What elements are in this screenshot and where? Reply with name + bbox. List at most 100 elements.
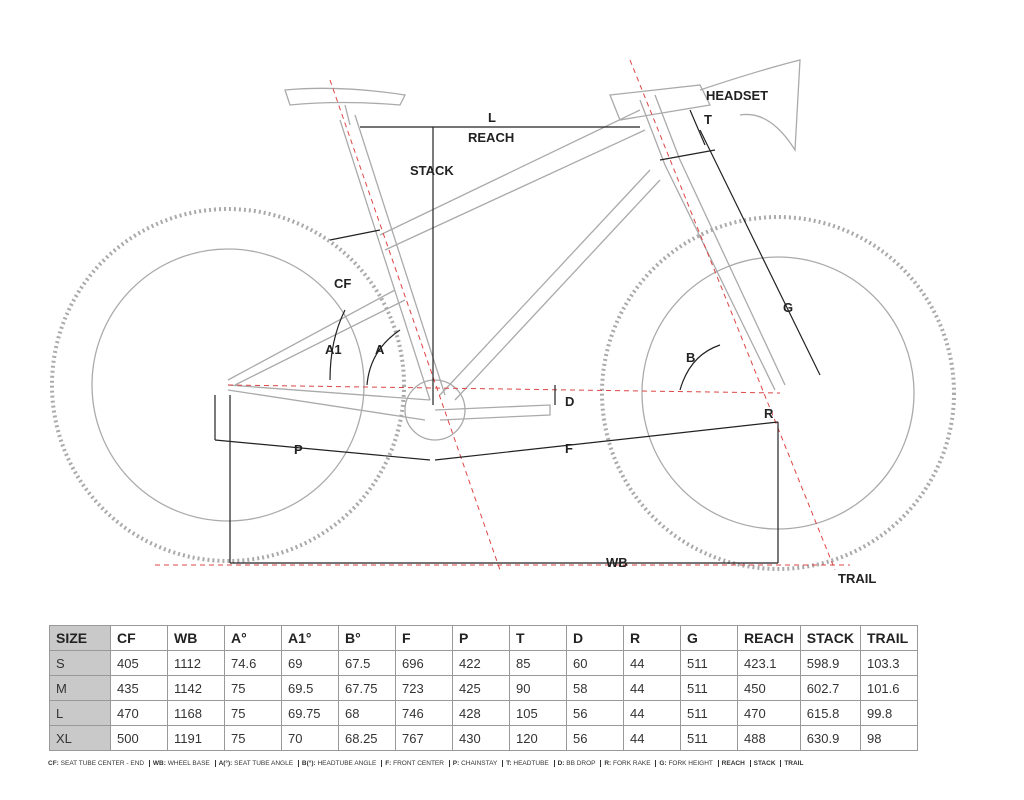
footnote-key: A(°): (218, 760, 233, 767)
header-cell: WB (167, 625, 225, 651)
bike-diagram: HEADSET L REACH T STACK CF A1 A B G D R … (50, 59, 956, 586)
table-cell: 746 (395, 700, 453, 726)
footnote-item: CF: SEAT TUBE CENTER - END (48, 760, 147, 767)
table-cell: 75 (224, 725, 282, 751)
table-cell: 70 (281, 725, 339, 751)
table-cell: 120 (509, 725, 567, 751)
table-cell: 435 (110, 675, 168, 701)
header-cell: SIZE (49, 625, 111, 651)
rear-tyre (50, 207, 406, 563)
table-cell: 69 (281, 650, 339, 676)
table-cell: 488 (737, 725, 801, 751)
label-a1: A1 (325, 342, 342, 357)
table-cell: 1142 (167, 675, 225, 701)
table-cell: 69.75 (281, 700, 339, 726)
table-cell: 511 (680, 700, 738, 726)
table-cell: 90 (509, 675, 567, 701)
table-cell: 44 (623, 650, 681, 676)
footnote-key: F: (385, 760, 392, 767)
table-cell: XL (49, 725, 111, 751)
table-cell: L (49, 700, 111, 726)
table-cell: 75 (224, 675, 282, 701)
dimensions (214, 109, 821, 564)
footnote-key: D: (557, 760, 565, 767)
table-cell: M (49, 675, 111, 701)
table-cell: 598.9 (799, 650, 861, 676)
footnote-desc: CHAINSTAY (461, 760, 498, 767)
footnote-key: B(°): (301, 760, 316, 767)
table-cell: 767 (395, 725, 453, 751)
frame-tubes (227, 59, 801, 421)
header-cell: TRAIL (859, 625, 918, 651)
footnote-item: P: CHAINSTAY (448, 760, 501, 767)
label-l: L (488, 110, 496, 125)
header-cell: D (566, 625, 624, 651)
label-headset: HEADSET (706, 88, 768, 103)
footnote-key: STACK (753, 760, 776, 767)
table-cell: 602.7 (799, 675, 861, 701)
header-cell: A° (224, 625, 282, 651)
header-cell: T (509, 625, 567, 651)
table-cell: 1168 (167, 700, 225, 726)
footnote-desc: BB DROP (566, 760, 596, 767)
label-reach: REACH (468, 130, 514, 145)
footnote-item: STACK (749, 760, 779, 767)
footnote-key: T: (506, 760, 512, 767)
table-row: L 470 1168 75 69.75 68 746 428 105 56 44 511 470 615.… (49, 700, 918, 726)
table-cell: 99.8 (859, 700, 918, 726)
footnote-desc: SEAT TUBE CENTER - END (60, 760, 145, 767)
footnote-item: R: FORK RAKE (600, 760, 654, 767)
angle-arcs (329, 309, 721, 391)
table-cell: 405 (110, 650, 168, 676)
table-cell: 44 (623, 725, 681, 751)
label-f: F (565, 441, 573, 456)
table-cell: 723 (395, 675, 453, 701)
dimension-lines (214, 109, 821, 564)
label-g: G (783, 300, 793, 315)
front-tyre (600, 215, 956, 571)
label-p: P (294, 442, 303, 457)
table-cell: 68.25 (338, 725, 396, 751)
label-a: A (375, 342, 385, 357)
footnote-item: REACH (717, 760, 748, 767)
table-cell: 511 (680, 675, 738, 701)
label-trail: TRAIL (838, 571, 876, 586)
table-cell: 470 (737, 700, 801, 726)
table-cell: 1112 (167, 650, 225, 676)
table-cell: 450 (737, 675, 801, 701)
table-cell: 67.75 (338, 675, 396, 701)
footnote-desc: SEAT TUBE ANGLE (234, 760, 294, 767)
footnote-key: TRAIL (784, 760, 804, 767)
table-cell: 56 (566, 700, 624, 726)
table-row: XL 500 1191 75 70 68.25 767 430 120 56 44 511 488 630… (49, 725, 918, 751)
footnote-key: CF: (48, 760, 59, 767)
table-cell: 44 (623, 675, 681, 701)
table-cell: 75 (224, 700, 282, 726)
table-cell: 60 (566, 650, 624, 676)
footnote-key: R: (604, 760, 612, 767)
footnote-desc: WHEEL BASE (167, 760, 210, 767)
footnote-desc: FORK RAKE (613, 760, 651, 767)
rear-rim (91, 248, 365, 522)
table-cell: 511 (680, 650, 738, 676)
header-cell: A1° (281, 625, 339, 651)
table-cell: 422 (452, 650, 510, 676)
header-cell: STACK (799, 625, 861, 651)
label-cf: CF (334, 276, 351, 291)
table-cell: 85 (509, 650, 567, 676)
table-cell: 98 (859, 725, 918, 751)
footnote-desc: FRONT CENTER (393, 760, 444, 767)
header-cell: B° (338, 625, 396, 651)
saddle (284, 87, 406, 126)
table-cell: 696 (395, 650, 453, 676)
table-cell: 423.1 (737, 650, 801, 676)
footnote-item: G: FORK HEIGHT (655, 760, 716, 767)
footnote-key: REACH (721, 760, 745, 767)
footnote-desc: HEADTUBE ANGLE (317, 760, 377, 767)
header-cell: REACH (737, 625, 801, 651)
table-cell: 425 (452, 675, 510, 701)
header-cell: R (623, 625, 681, 651)
header-cell: P (452, 625, 510, 651)
header-row: SIZE CF WB A° A1° B° F P T D R G REACH STACK TRAIL (49, 625, 918, 651)
table-cell: 630.9 (799, 725, 861, 751)
